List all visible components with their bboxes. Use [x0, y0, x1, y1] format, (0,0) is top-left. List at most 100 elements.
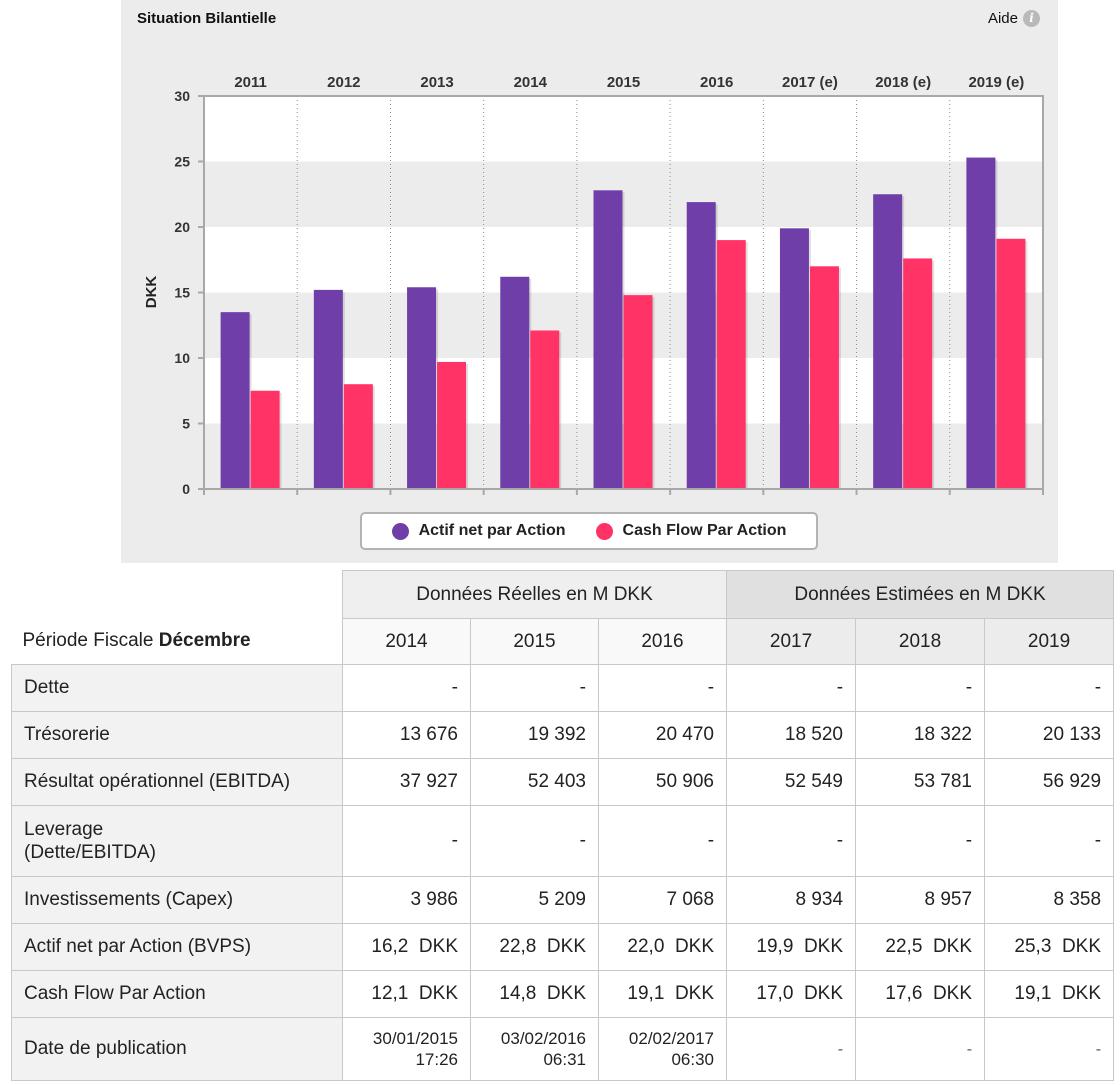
table-body: Dette - - - - - - Trésorerie 13 676 19 392 20 470 1…	[11, 664, 1115, 1081]
x-tick-label: 2014	[514, 74, 548, 91]
bar-cash-flow	[530, 330, 560, 489]
y-tick-label: 10	[174, 350, 190, 366]
y-tick-label: 5	[182, 416, 190, 432]
info-icon[interactable]: i	[1023, 10, 1040, 27]
table-cell: -	[984, 805, 1115, 877]
legend-item-cash-flow[interactable]: Cash Flow Par Action	[595, 522, 787, 540]
table-cell: 22,0 DKK	[597, 923, 728, 971]
row-label: Actif net par Action (BVPS)	[11, 923, 343, 971]
table-cell: -	[726, 664, 857, 712]
y-tick-label: 15	[174, 285, 190, 301]
bar-cash-flow	[437, 361, 467, 489]
row-cashflow: Cash Flow Par Action 12,1 DKK 14,8 DKK 19,1…	[11, 970, 1115, 1018]
bar-actif-net	[500, 276, 530, 489]
row-label: Leverage (Dette/EBITDA)	[11, 805, 343, 877]
table-cell: 22,5 DKK	[855, 923, 986, 971]
table-cell: 8 358	[984, 876, 1115, 924]
bar-cash-flow	[716, 240, 746, 489]
legend-item-actif-net[interactable]: Actif net par Action	[391, 522, 566, 540]
year-header: 2016	[597, 618, 728, 665]
bar-chart: 0 5 10 15 20 25 30 2011 2012 2013 2014 2015 2016 2017…	[143, 74, 1044, 497]
table-cell: 50 906	[597, 758, 728, 806]
bar-actif-net	[779, 228, 809, 489]
table-cell: -	[984, 664, 1115, 712]
table-cell: 20 470	[597, 711, 728, 759]
y-axis-label: DKK	[143, 276, 160, 309]
bar-cash-flow	[996, 238, 1026, 489]
table-cell: -	[726, 805, 857, 877]
period-month: Décembre	[158, 630, 251, 651]
table-cell: -	[470, 664, 599, 712]
row-label: Trésorerie	[11, 711, 343, 759]
year-header: 2017	[726, 618, 857, 665]
bar-actif-net	[313, 289, 343, 489]
x-tick-label: 2015	[607, 74, 640, 91]
table-cell: -	[597, 805, 728, 877]
row-dette: Dette - - - - - -	[11, 664, 1115, 712]
legend-label-cash-flow: Cash Flow Par Action	[622, 522, 787, 539]
year-header: 2014	[342, 618, 471, 665]
bar-actif-net	[593, 190, 623, 489]
legend-swatch-cash-flow	[595, 522, 613, 540]
table-cell: 5 209	[470, 876, 599, 924]
row-leverage: Leverage (Dette/EBITDA) - - - - - -	[11, 805, 1115, 877]
table-cell: 18 520	[726, 711, 857, 759]
help-link[interactable]: Aide i	[988, 10, 1040, 27]
table-cell: 19,9 DKK	[726, 923, 857, 971]
table-cell: -	[342, 664, 471, 712]
bar-actif-net	[686, 202, 716, 490]
period-label: Période Fiscale	[22, 630, 154, 651]
bar-actif-net	[220, 312, 250, 489]
row-ebitda: Résultat opérationnel (EBITDA) 37 927 52 4…	[11, 758, 1115, 806]
fiscal-period-label: Période Fiscale Décembre	[12, 619, 343, 665]
table-cell: 14,8 DKK	[470, 970, 599, 1018]
table-cell: 8 957	[855, 876, 986, 924]
table-cell: 56 929	[984, 758, 1115, 806]
table-cell: 37 927	[342, 758, 471, 806]
chart-legend: Actif net par Action Cash Flow Par Actio…	[360, 512, 818, 550]
bar-cash-flow	[903, 258, 933, 489]
table-cell: -	[984, 1017, 1115, 1081]
table-cell: 16,2 DKK	[342, 923, 471, 971]
table-cell: 13 676	[342, 711, 471, 759]
table-cell: 3 986	[342, 876, 471, 924]
row-label: Cash Flow Par Action	[11, 970, 343, 1018]
row-label: Résultat opérationnel (EBITDA)	[11, 758, 343, 806]
y-tick-label: 0	[182, 481, 190, 497]
y-tick-label: 30	[174, 88, 190, 104]
table-cell: 19 392	[470, 711, 599, 759]
legend-label-actif-net: Actif net par Action	[418, 522, 566, 539]
group-header-estimated: Données Estimées en M DKK	[726, 570, 1115, 619]
legend-swatch-actif-net	[391, 522, 409, 540]
header-spacer	[12, 571, 343, 619]
table-cell: 12,1 DKK	[342, 970, 471, 1018]
row-label: Date de publication	[11, 1017, 343, 1081]
y-tick-label: 20	[174, 219, 190, 235]
year-header: 2018	[855, 618, 986, 665]
table-cell: -	[597, 664, 728, 712]
x-tick-label: 2013	[420, 74, 453, 91]
table-cell: 20 133	[984, 711, 1115, 759]
bar-actif-net	[873, 194, 903, 489]
table-cell: 02/02/2017 06:30	[597, 1017, 728, 1081]
x-tick-label: 2019 (e)	[968, 74, 1024, 91]
y-tick-label: 25	[174, 154, 190, 170]
table-cell: -	[470, 805, 599, 877]
grid-band	[204, 96, 1043, 162]
bar-cash-flow	[623, 295, 653, 489]
grid-band	[204, 161, 1043, 227]
table-cell: 17,0 DKK	[726, 970, 857, 1018]
year-header: 2019	[984, 618, 1115, 665]
bar-actif-net	[966, 157, 996, 489]
table-cell: 8 934	[726, 876, 857, 924]
table-cell: -	[855, 805, 986, 877]
row-capex: Investissements (Capex) 3 986 5 209 7 068 8 …	[11, 876, 1115, 924]
table-cell: 30/01/2015 17:26	[342, 1017, 471, 1081]
x-tick-label: 2016	[700, 74, 733, 91]
table-cell: 19,1 DKK	[984, 970, 1115, 1018]
x-tick-label: 2011	[234, 74, 267, 91]
table-cell: 52 549	[726, 758, 857, 806]
chart-panel: 0 5 10 15 20 25 30 2011 2012 2013 2014 2015 2016 2017…	[121, 0, 1058, 563]
chart-title: Situation Bilantielle	[137, 10, 277, 27]
financial-table: Données Réelles en M DKK Données Estimée…	[11, 570, 1115, 1081]
